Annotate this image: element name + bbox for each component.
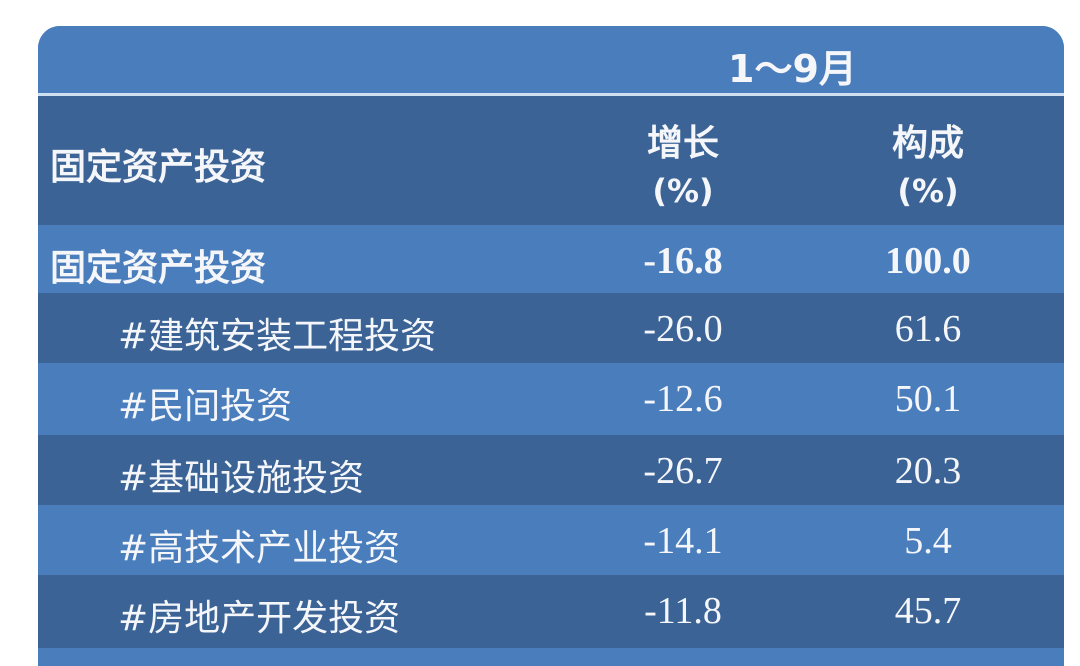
column-header [38, 96, 1064, 225]
growth-value: -11.8 [644, 590, 722, 632]
share-unit: (%) [897, 172, 959, 210]
growth-value: -12.6 [643, 378, 723, 420]
table-row [38, 435, 1064, 505]
period-label: 1～9月 [728, 47, 857, 91]
row-label: #高技术产业投资 [118, 528, 401, 569]
table-row [38, 505, 1064, 575]
row-label: #房地产开发投资 [118, 598, 401, 639]
investment-table: 1～9月 固定资产投资 增长 (%) 构成 (%) 固定资产投资 -16.8 100… [38, 26, 1064, 666]
table-row [38, 575, 1064, 648]
share-value: 61.6 [894, 308, 962, 350]
row-label: #民间投资 [118, 386, 293, 427]
share-header: 构成 [891, 123, 964, 164]
row-label: #建筑安装工程投资 [118, 316, 437, 357]
growth-value: -16.8 [643, 240, 723, 282]
growth-value: -26.7 [643, 450, 723, 492]
share-value: 50.1 [894, 378, 962, 420]
row-label: 固定资产投资 [50, 248, 267, 289]
growth-unit: (%) [652, 172, 714, 210]
period-header [38, 26, 1064, 93]
row-header-label: 固定资产投资 [50, 147, 267, 188]
share-value: 20.3 [894, 450, 962, 492]
growth-value: -14.1 [643, 520, 723, 562]
header-divider [38, 93, 1064, 96]
growth-value: -26.0 [643, 308, 723, 350]
share-value: 45.7 [894, 590, 962, 632]
table-footer-band [38, 648, 1064, 666]
growth-header: 增长 [646, 123, 719, 164]
table-row [38, 225, 1064, 293]
row-label: #基础设施投资 [118, 458, 365, 499]
table-row [38, 293, 1064, 363]
share-value: 5.4 [904, 520, 952, 562]
share-value: 100.0 [885, 240, 971, 282]
table-row [38, 363, 1064, 435]
